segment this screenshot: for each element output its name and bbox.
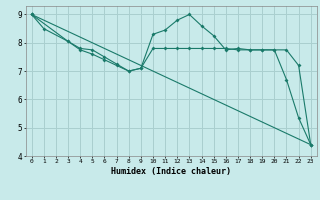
X-axis label: Humidex (Indice chaleur): Humidex (Indice chaleur) [111,167,231,176]
